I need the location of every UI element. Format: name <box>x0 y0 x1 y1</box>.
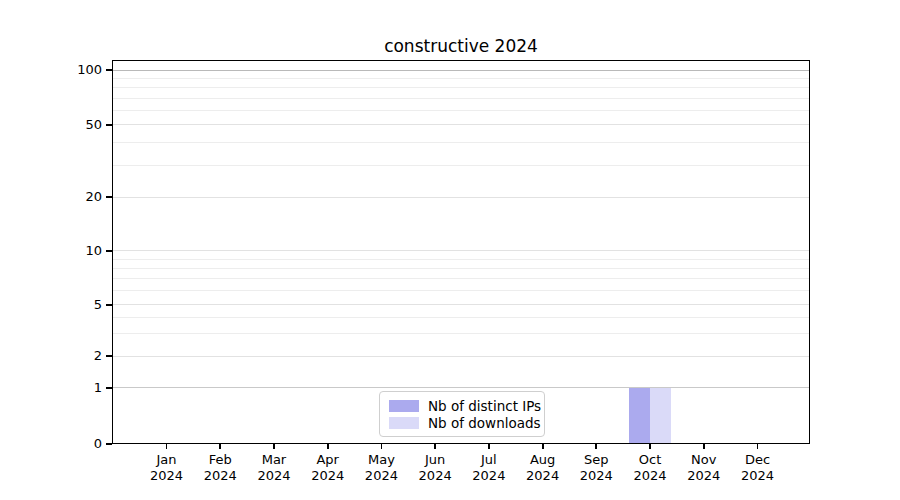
y-tick-20 <box>106 196 112 198</box>
x-tick-label-mar-2024: Mar2024 <box>243 452 305 484</box>
minor-gridline-4 <box>112 317 810 318</box>
x-tick-label-sep-2024: Sep2024 <box>565 452 627 484</box>
bar-nb-of-downloads-oct-2024 <box>650 388 671 443</box>
x-tick-label-jul-2024: Jul2024 <box>458 452 520 484</box>
x-tick-sep-2024 <box>595 444 597 449</box>
minor-gridline-40 <box>112 142 810 143</box>
x-tick-jan-2024 <box>166 444 168 449</box>
minor-gridline-7 <box>112 278 810 279</box>
gridline-2 <box>112 356 810 357</box>
y-tick-50 <box>106 124 112 126</box>
minor-gridline-60 <box>112 110 810 111</box>
minor-gridline-90 <box>112 78 810 79</box>
legend-swatch-downloads <box>389 417 419 429</box>
x-tick-jun-2024 <box>434 444 436 449</box>
x-tick-label-may-2024: May2024 <box>350 452 412 484</box>
legend-swatch-distinct-ips <box>389 400 419 412</box>
x-tick-dec-2024 <box>757 444 759 449</box>
chart-title: constructive 2024 <box>112 36 810 56</box>
legend-item-distinct-ips: Nb of distinct IPs <box>389 397 535 414</box>
gridline-50 <box>112 124 810 125</box>
chart: constructive 2024 0 1 2 5 10 20 50 100 Jan2024F… <box>0 0 900 500</box>
y-tick-label-10: 10 <box>60 243 102 259</box>
x-tick-nov-2024 <box>703 444 705 449</box>
x-tick-apr-2024 <box>327 444 329 449</box>
y-tick-5 <box>106 304 112 306</box>
x-tick-label-nov-2024: Nov2024 <box>673 452 735 484</box>
minor-gridline-30 <box>112 165 810 166</box>
minor-gridline-8 <box>112 268 810 269</box>
y-tick-label-5: 5 <box>60 297 102 313</box>
gridline-20 <box>112 197 810 198</box>
minor-gridline-70 <box>112 98 810 99</box>
y-tick-label-2: 2 <box>60 348 102 364</box>
minor-gridline-9 <box>112 259 810 260</box>
y-tick-100 <box>106 69 112 71</box>
y-tick-label-20: 20 <box>60 189 102 205</box>
minor-gridline-3 <box>112 333 810 334</box>
x-tick-oct-2024 <box>649 444 651 449</box>
bar-nb-of-distinct-ips-oct-2024 <box>629 388 650 443</box>
plot-area <box>112 60 810 444</box>
gridline-10 <box>112 250 810 251</box>
y-tick-1 <box>106 387 112 389</box>
y-tick-10 <box>106 250 112 252</box>
x-tick-label-jan-2024: Jan2024 <box>136 452 198 484</box>
x-tick-label-dec-2024: Dec2024 <box>727 452 789 484</box>
gridline-5 <box>112 304 810 305</box>
minor-gridline-80 <box>112 87 810 88</box>
legend-item-downloads: Nb of downloads <box>389 414 535 431</box>
minor-gridline-6 <box>112 290 810 291</box>
x-tick-label-feb-2024: Feb2024 <box>189 452 251 484</box>
y-tick-label-100: 100 <box>60 62 102 78</box>
y-tick-0 <box>106 443 112 445</box>
x-tick-may-2024 <box>381 444 383 449</box>
legend: Nb of distinct IPs Nb of downloads <box>379 391 545 437</box>
x-tick-feb-2024 <box>219 444 221 449</box>
legend-label-downloads: Nb of downloads <box>428 415 541 431</box>
y-tick-label-0: 0 <box>60 436 102 452</box>
legend-label-distinct-ips: Nb of distinct IPs <box>428 398 541 414</box>
gridline-100 <box>112 70 810 71</box>
x-tick-label-oct-2024: Oct2024 <box>619 452 681 484</box>
y-tick-label-1: 1 <box>60 380 102 396</box>
x-tick-label-jun-2024: Jun2024 <box>404 452 466 484</box>
x-tick-label-apr-2024: Apr2024 <box>297 452 359 484</box>
y-tick-label-50: 50 <box>60 117 102 133</box>
x-tick-aug-2024 <box>542 444 544 449</box>
y-tick-2 <box>106 355 112 357</box>
x-tick-mar-2024 <box>273 444 275 449</box>
gridline-1 <box>112 387 810 388</box>
x-tick-jul-2024 <box>488 444 490 449</box>
x-tick-label-aug-2024: Aug2024 <box>512 452 574 484</box>
